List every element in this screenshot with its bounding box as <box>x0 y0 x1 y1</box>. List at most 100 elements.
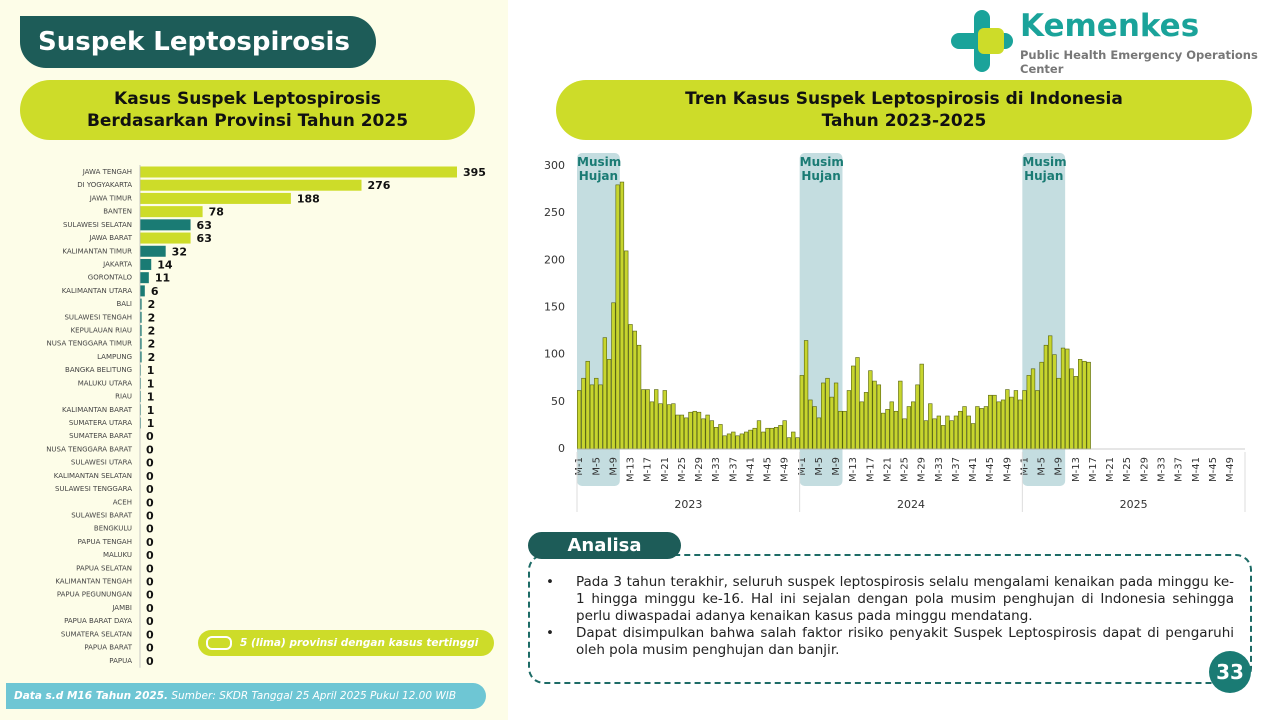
bar <box>799 375 804 450</box>
bar <box>1078 359 1083 450</box>
data-label: 32 <box>172 245 187 258</box>
group-label: 2025 <box>1120 498 1148 511</box>
data-label: 0 <box>146 628 154 641</box>
bar <box>838 410 843 450</box>
bar <box>889 401 894 450</box>
bar <box>705 414 710 450</box>
bar <box>1030 368 1036 450</box>
x-tick-label: M-21 <box>882 457 893 482</box>
x-tick-label: M-25 <box>677 457 688 482</box>
y-tick-label: KALIMANTAN TIMUR <box>62 247 132 255</box>
bar <box>923 420 929 450</box>
bar <box>970 423 976 450</box>
y-tick-label: SULAWESI UTARA <box>71 459 132 467</box>
y-tick-label: JAWA TIMUR <box>89 194 132 202</box>
data-label: 2 <box>148 311 156 324</box>
x-tick-label: M-41 <box>745 457 756 482</box>
y-tick-label: 300 <box>544 159 565 172</box>
bar <box>666 404 672 450</box>
x-tick-label: M-5 <box>591 457 602 476</box>
bar <box>696 411 702 450</box>
bar <box>628 324 633 450</box>
legend-swatch <box>206 636 232 650</box>
y-tick-label: RIAU <box>115 393 132 401</box>
group-label: 2024 <box>897 498 925 511</box>
bar <box>589 384 595 450</box>
bar <box>606 359 612 450</box>
bar <box>966 415 971 450</box>
bar <box>602 337 607 450</box>
data-label: 0 <box>146 496 154 509</box>
bar <box>624 250 629 450</box>
bar <box>983 406 989 450</box>
bar <box>140 391 141 403</box>
bar <box>868 370 873 450</box>
bar <box>641 389 646 450</box>
bar <box>821 382 826 450</box>
y-tick-label: DI YOGYAKARTA <box>77 181 132 189</box>
bar <box>722 435 727 450</box>
x-tick-label: M-5 <box>814 457 825 476</box>
bar <box>140 166 457 178</box>
bar <box>812 406 817 450</box>
bar <box>773 427 779 450</box>
bar <box>709 420 715 450</box>
data-label: 2 <box>148 325 156 338</box>
bar <box>893 410 899 450</box>
bar <box>140 417 141 429</box>
bar <box>803 340 809 450</box>
bar <box>726 433 732 450</box>
bar <box>140 338 142 350</box>
data-label: 63 <box>197 219 212 232</box>
bar <box>833 382 839 450</box>
y-tick-label: JAMBI <box>111 604 132 612</box>
bar <box>808 399 813 450</box>
group-label: 2023 <box>674 498 702 511</box>
y-tick-label: NUSA TENGGARA BARAT <box>46 445 133 453</box>
bar <box>1082 360 1087 450</box>
bar <box>1048 335 1053 450</box>
chart-title: Kasus Suspek Leptospirosis Berdasarkan P… <box>20 80 475 140</box>
x-tick-label: M-13 <box>626 457 637 482</box>
data-label: 188 <box>297 192 320 205</box>
x-tick-label: M-5 <box>1037 457 1048 476</box>
bar <box>940 425 946 450</box>
x-tick-label: M-49 <box>1002 457 1013 482</box>
bar <box>140 179 362 191</box>
x-tick-label: M-25 <box>1122 457 1133 482</box>
data-label: 0 <box>146 549 154 562</box>
data-label: 0 <box>146 655 154 668</box>
bar <box>778 425 783 450</box>
footer-note: Sumber: SKDR Tanggal 25 April 2025 Pukul… <box>171 690 457 702</box>
y-tick-label: SUMATERA UTARA <box>69 419 132 427</box>
analysis-bullet: Pada 3 tahun terakhir, seluruh suspek le… <box>546 574 1234 625</box>
bar <box>752 427 757 450</box>
bar <box>1060 347 1066 450</box>
bar <box>645 389 650 450</box>
x-tick-label: M-45 <box>763 457 774 482</box>
analysis-list: Pada 3 tahun terakhir, seluruh suspek le… <box>546 574 1234 659</box>
bar <box>1052 354 1057 450</box>
y-tick-label: 250 <box>544 206 565 219</box>
bar <box>851 365 856 450</box>
bar <box>140 206 203 218</box>
data-label: 1 <box>147 417 155 430</box>
data-label: 0 <box>146 536 154 549</box>
data-label: 11 <box>155 272 170 285</box>
bar <box>962 406 967 450</box>
logo-name: Kemenkes <box>1020 8 1200 44</box>
data-label: 0 <box>146 562 154 575</box>
data-label: 0 <box>146 589 154 602</box>
y-tick-label: KALIMANTAN UTARA <box>62 287 132 295</box>
bar <box>825 377 830 450</box>
bar <box>863 392 869 450</box>
x-tick-label: M-21 <box>660 457 671 482</box>
bar <box>140 192 291 204</box>
y-tick-label: BANGKA BELITUNG <box>65 366 132 374</box>
y-tick-label: SUMATERA BARAT <box>69 432 133 440</box>
bar <box>671 403 676 450</box>
bar <box>140 311 142 323</box>
x-tick-label: M-49 <box>1225 457 1236 482</box>
x-tick-label: M-33 <box>711 457 722 482</box>
